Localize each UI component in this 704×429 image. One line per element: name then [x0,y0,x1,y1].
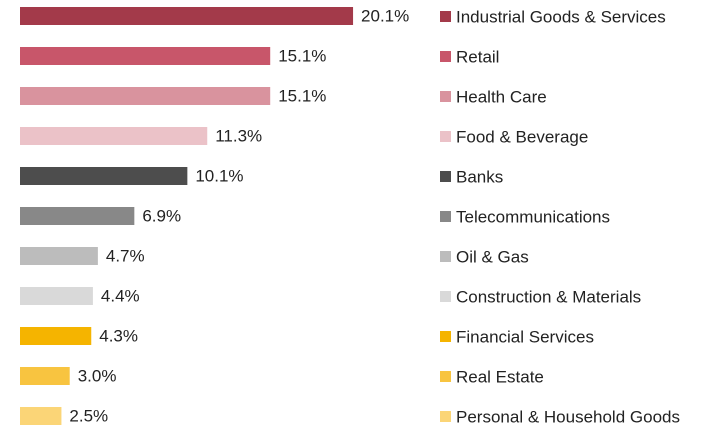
value-label: 15.1% [278,86,326,105]
value-label: 10.1% [195,166,243,185]
legend-swatch [440,331,451,342]
bar [20,327,92,345]
legend-label: Real Estate [456,367,544,386]
legend-label: Health Care [456,87,547,106]
value-label: 15.1% [278,46,326,65]
value-label: 4.3% [99,326,138,345]
value-label: 3.0% [78,366,117,385]
bar [20,7,354,25]
legend-label: Food & Beverage [456,127,588,146]
value-label: 4.7% [106,246,145,265]
legend-swatch [440,11,451,22]
legend-label: Oil & Gas [456,247,529,266]
bar [20,167,188,185]
legend-swatch [440,51,451,62]
bar [20,287,93,305]
legend-label: Telecommunications [456,207,610,226]
bar [20,367,70,385]
bar [20,127,208,145]
bar [20,407,62,425]
legend-swatch [440,211,451,222]
legend-label: Industrial Goods & Services [456,7,666,26]
legend-swatch [440,371,451,382]
value-label: 6.9% [142,206,181,225]
value-label: 2.5% [69,406,108,425]
legend-label: Construction & Materials [456,287,641,306]
legend-label: Banks [456,167,503,186]
legend-swatch [440,251,451,262]
legend-label: Financial Services [456,327,594,346]
value-label: 11.3% [215,126,262,145]
bar [20,207,135,225]
legend-swatch [440,131,451,142]
legend-swatch [440,91,451,102]
value-label: 20.1% [361,6,409,25]
value-label: 4.4% [101,286,140,305]
bar [20,247,98,265]
bar [20,87,271,105]
legend-label: Retail [456,47,499,66]
legend-swatch [440,291,451,302]
legend-swatch [440,411,451,422]
legend-swatch [440,171,451,182]
legend-label: Personal & Household Goods [456,407,680,426]
bar [20,47,271,65]
